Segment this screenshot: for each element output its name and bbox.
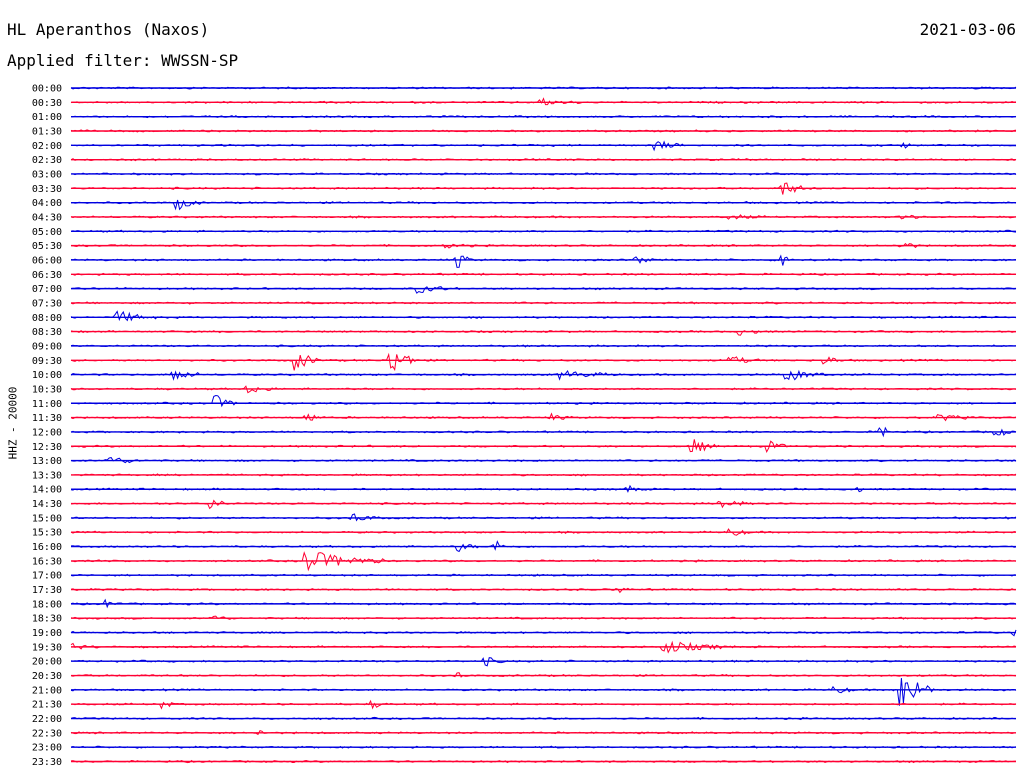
row-label-1730: 17:30 xyxy=(32,585,62,596)
row-label-1330: 13:30 xyxy=(32,470,62,481)
row-label-0600: 06:00 xyxy=(32,255,62,266)
row-labels: 00:00 00:30 01:00 01:30 02:00 02:30 03:00 03:30… xyxy=(32,84,62,769)
station-title: HL Aperanthos (Naxos) xyxy=(7,20,210,39)
row-label-1930: 19:30 xyxy=(32,642,62,653)
row-label-1000: 10:00 xyxy=(32,370,62,381)
row-label-2200: 22:00 xyxy=(32,714,62,725)
row-label-0000: 00:00 xyxy=(32,84,62,95)
row-label-0030: 00:30 xyxy=(32,98,62,109)
row-label-0400: 04:00 xyxy=(32,198,62,209)
row-label-1230: 12:30 xyxy=(32,442,62,453)
traces xyxy=(70,86,1017,764)
trace-row-0400 xyxy=(70,199,1017,211)
row-label-0730: 07:30 xyxy=(32,298,62,309)
trace-row-1430 xyxy=(70,499,1017,510)
row-label-1700: 17:00 xyxy=(32,571,62,582)
row-label-1800: 18:00 xyxy=(32,599,62,610)
row-label-2330: 23:30 xyxy=(32,757,62,768)
trace-row-0800 xyxy=(70,310,1017,322)
row-label-0500: 05:00 xyxy=(32,227,62,238)
trace-row-0700 xyxy=(70,286,1017,294)
row-label-1500: 15:00 xyxy=(32,513,62,524)
row-label-0300: 03:00 xyxy=(32,169,62,180)
row-label-0430: 04:30 xyxy=(32,212,62,223)
row-label-0900: 09:00 xyxy=(32,341,62,352)
trace-row-0930 xyxy=(70,352,1017,372)
row-label-0700: 07:00 xyxy=(32,284,62,295)
row-label-0330: 03:30 xyxy=(32,184,62,195)
row-label-1530: 15:30 xyxy=(32,528,62,539)
row-label-2130: 21:30 xyxy=(32,700,62,711)
row-label-0230: 02:30 xyxy=(32,155,62,166)
trace-row-0600 xyxy=(70,254,1017,268)
row-label-1130: 11:30 xyxy=(32,413,62,424)
row-label-2230: 22:30 xyxy=(32,728,62,739)
trace-row-0030 xyxy=(70,97,1017,106)
row-label-1830: 18:30 xyxy=(32,614,62,625)
row-label-0930: 09:30 xyxy=(32,356,62,367)
row-label-1200: 12:00 xyxy=(32,427,62,438)
row-label-0830: 08:30 xyxy=(32,327,62,338)
row-label-0530: 05:30 xyxy=(32,241,62,252)
trace-row-2100 xyxy=(70,678,1017,706)
row-label-2030: 20:30 xyxy=(32,671,62,682)
row-label-2300: 23:00 xyxy=(32,743,62,754)
row-label-1400: 14:00 xyxy=(32,485,62,496)
row-label-0130: 01:30 xyxy=(32,126,62,137)
trace-row-1100 xyxy=(70,394,1017,408)
row-label-1900: 19:00 xyxy=(32,628,62,639)
filter-label: Applied filter: WWSSN-SP xyxy=(7,51,239,70)
row-label-1300: 13:00 xyxy=(32,456,62,467)
row-label-2100: 21:00 xyxy=(32,685,62,696)
row-label-1630: 16:30 xyxy=(32,556,62,567)
row-label-0800: 08:00 xyxy=(32,313,62,324)
row-label-1030: 10:30 xyxy=(32,384,62,395)
row-label-1430: 14:30 xyxy=(32,499,62,510)
row-label-1100: 11:00 xyxy=(32,399,62,410)
row-label-0630: 06:30 xyxy=(32,270,62,281)
row-label-2000: 20:00 xyxy=(32,657,62,668)
record-date: 2021-03-06 xyxy=(919,20,1016,39)
row-label-0100: 01:00 xyxy=(32,112,62,123)
row-label-0200: 02:00 xyxy=(32,141,62,152)
row-label-1600: 16:00 xyxy=(32,542,62,553)
